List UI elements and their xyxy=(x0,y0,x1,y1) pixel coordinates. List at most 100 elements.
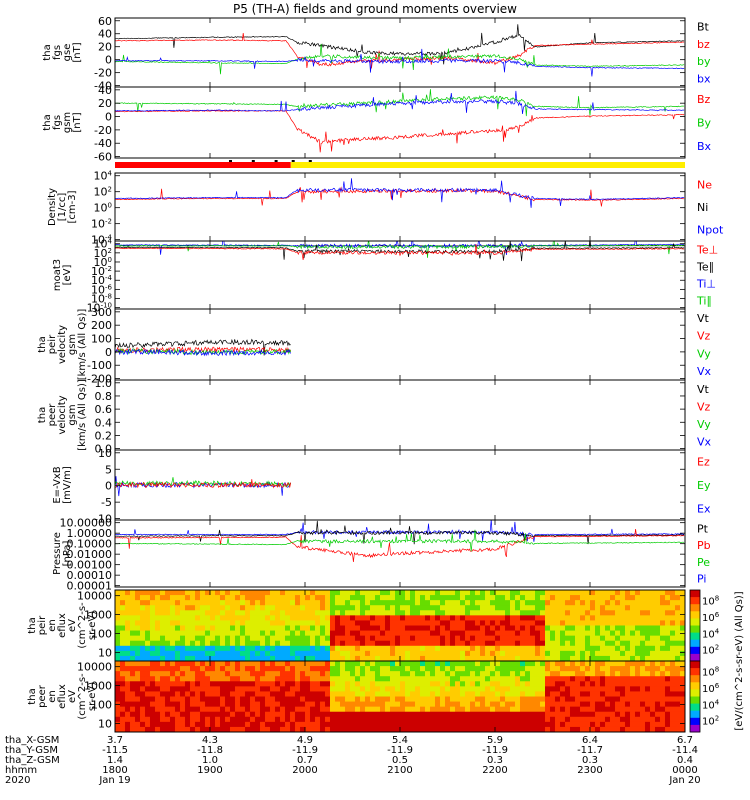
heatmap-cell xyxy=(555,696,561,703)
heatmap-cell xyxy=(250,630,256,637)
heatmap-cell xyxy=(590,600,596,606)
heatmap-cell xyxy=(350,701,356,708)
heatmap-cell xyxy=(680,610,685,616)
heatmap-cell xyxy=(300,661,306,667)
heatmap-cell xyxy=(550,610,556,616)
heatmap-cell xyxy=(185,726,191,732)
heatmap-cell xyxy=(435,645,441,652)
heatmap-cell xyxy=(170,716,176,723)
heatmap-cell xyxy=(335,691,341,698)
heatmap-cell xyxy=(410,691,416,698)
heatmap-cell xyxy=(170,645,176,652)
heatmap-cell xyxy=(465,666,471,672)
heatmap-cell xyxy=(635,696,641,703)
heatmap-cell xyxy=(190,676,196,682)
heatmap-cell xyxy=(495,630,501,637)
heatmap-cell xyxy=(510,676,516,682)
heatmap-cell xyxy=(300,605,306,611)
heatmap-cell xyxy=(475,645,481,652)
heatmap-cell xyxy=(610,605,616,611)
heatmap-cell xyxy=(450,635,456,642)
heatmap-cell xyxy=(450,600,456,606)
heatmap-cell xyxy=(225,671,231,677)
footer-group: tha_X-GSMtha_Y-GSMtha_Z-GSMhhmm20203.7-1… xyxy=(5,735,701,786)
heatmap-cell xyxy=(675,625,681,632)
heatmap-cell xyxy=(380,661,386,667)
heatmap-cell xyxy=(625,721,631,728)
heatmap-cell xyxy=(205,661,211,667)
heatmap-cell xyxy=(230,721,236,728)
heatmap-cell xyxy=(420,620,426,627)
heatmap-cell xyxy=(275,676,281,682)
heatmap-cell xyxy=(160,605,166,611)
heatmap-cell xyxy=(300,696,306,703)
heatmap-cell xyxy=(590,686,596,693)
heatmap-cell xyxy=(435,620,441,627)
heatmap-cell xyxy=(305,701,311,708)
heatmap-cell xyxy=(550,600,556,606)
heatmap-cell xyxy=(355,681,361,687)
heatmap-cell xyxy=(495,691,501,698)
heatmap-cell xyxy=(645,726,651,732)
heatmap-cell xyxy=(625,686,631,693)
heatmap-cell xyxy=(135,706,141,713)
heatmap-cell xyxy=(600,726,606,732)
heatmap-cell xyxy=(135,620,141,627)
heatmap-cell xyxy=(295,701,301,708)
heatmap-cell xyxy=(635,681,641,687)
heatmap-cell xyxy=(435,691,441,698)
heatmap-cell xyxy=(680,600,685,606)
heatmap-cell xyxy=(530,691,536,698)
heatmap-cell xyxy=(220,676,226,682)
heatmap-cell xyxy=(375,661,381,667)
heatmap-cell xyxy=(620,721,626,728)
heatmap-cell xyxy=(640,595,646,601)
heatmap-cell xyxy=(115,686,121,693)
heatmap-cell xyxy=(465,696,471,703)
heatmap-cell xyxy=(345,716,351,723)
heatmap-cell xyxy=(500,721,506,728)
heatmap-cell xyxy=(165,681,171,687)
heatmap-cell xyxy=(165,706,171,713)
heatmap-cell xyxy=(545,605,551,611)
heatmap-cell xyxy=(230,691,236,698)
heatmap-cell xyxy=(640,726,646,732)
heatmap-cell xyxy=(520,595,526,601)
heatmap-cell xyxy=(540,635,546,642)
heatmap-cell xyxy=(575,701,581,708)
heatmap-cell xyxy=(270,666,276,672)
heatmap-cell xyxy=(430,726,436,732)
heatmap-cell xyxy=(255,696,261,703)
heatmap-cell xyxy=(430,650,436,657)
heatmap-cell xyxy=(260,726,266,732)
heatmap-cell xyxy=(245,590,251,596)
heatmap-cell xyxy=(215,635,221,642)
heatmap-cell xyxy=(455,635,461,642)
heatmap-cell xyxy=(290,605,296,611)
heatmap-cell xyxy=(135,696,141,703)
heatmap-cell xyxy=(380,716,386,723)
heatmap-cell xyxy=(605,661,611,667)
heatmap-cell xyxy=(190,650,196,657)
heatmap-cell xyxy=(620,691,626,698)
heatmap-cell xyxy=(550,645,556,652)
panel-peir_eflux: 10000100010010thapeirenefluxeV(cm^2-s-sr… xyxy=(27,589,686,662)
heatmap-cell xyxy=(570,671,576,677)
y-tick-label: -100 xyxy=(87,359,112,372)
heatmap-cell xyxy=(525,650,531,657)
heatmap-cell xyxy=(405,595,411,601)
heatmap-cell xyxy=(260,640,266,647)
heatmap-cell xyxy=(600,645,606,652)
heatmap-cell xyxy=(145,661,151,667)
heatmap-cell xyxy=(505,706,511,713)
heatmap-cell xyxy=(520,686,526,693)
heatmap-cell xyxy=(665,696,671,703)
heatmap-cell xyxy=(375,726,381,732)
heatmap-cell xyxy=(300,691,306,698)
heatmap-cell xyxy=(655,600,661,606)
heatmap-cell xyxy=(515,620,521,627)
heatmap-cell xyxy=(330,650,336,657)
heatmap-cell xyxy=(285,721,291,728)
heatmap-cell xyxy=(260,671,266,677)
